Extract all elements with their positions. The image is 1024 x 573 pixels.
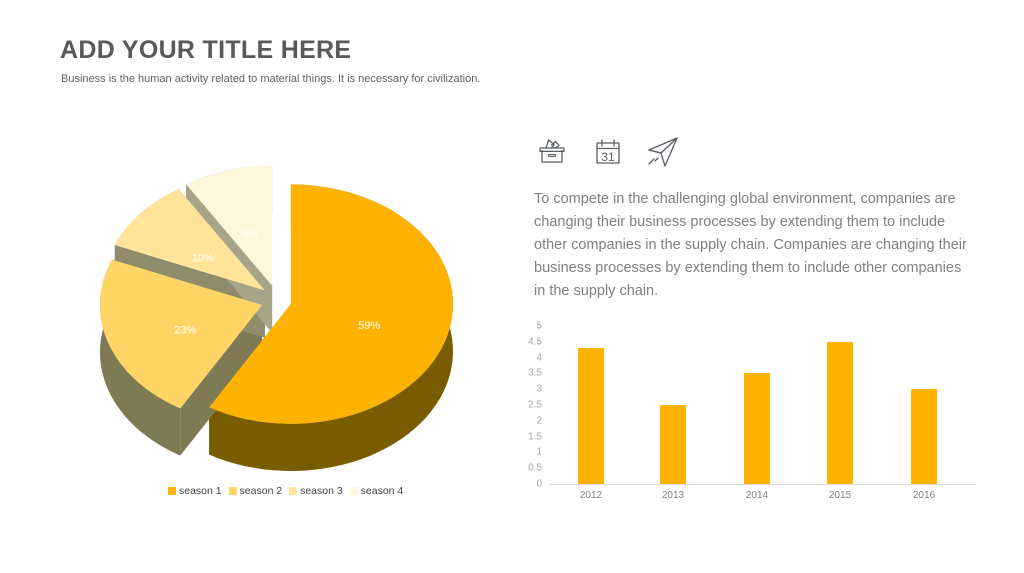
- svg-text:9%: 9%: [242, 229, 258, 241]
- svg-text:23%: 23%: [174, 325, 196, 337]
- svg-text:59%: 59%: [358, 320, 380, 332]
- svg-text:10%: 10%: [192, 252, 214, 264]
